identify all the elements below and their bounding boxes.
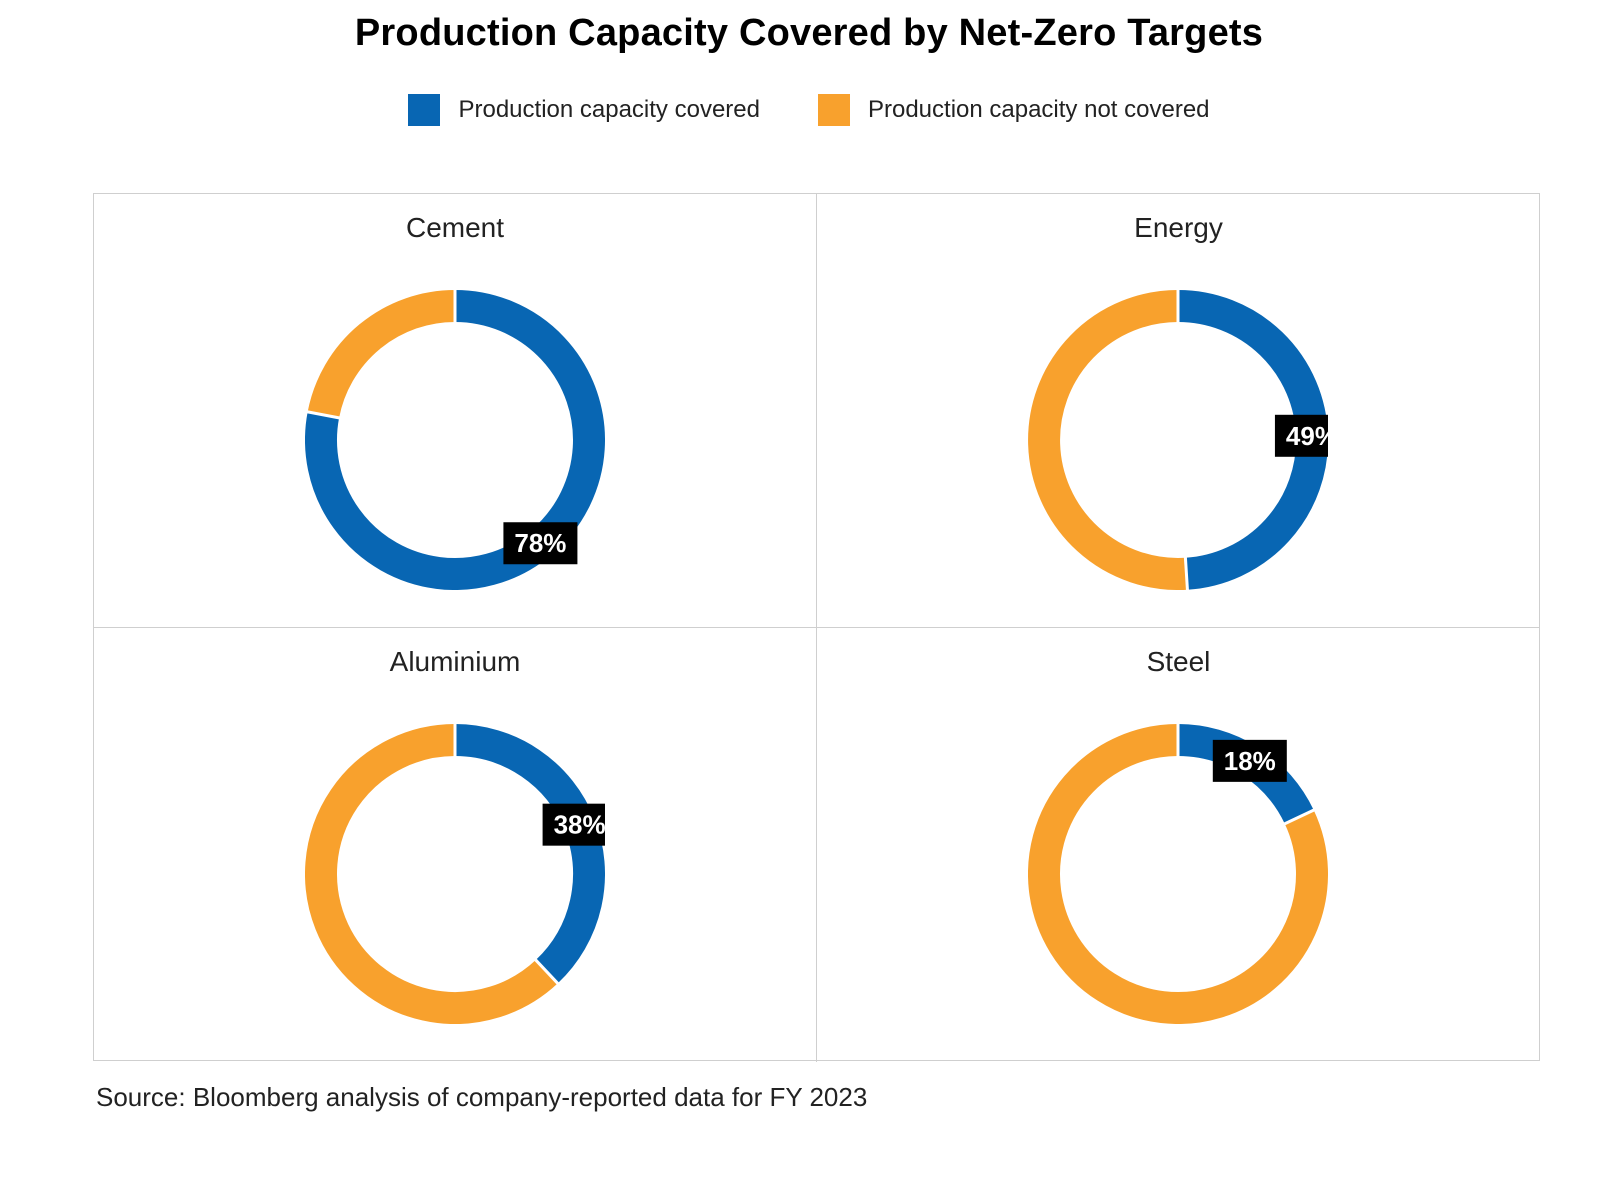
panel-title-aluminium: Aluminium (389, 646, 521, 677)
slice-separator-cement-1 (305, 410, 342, 420)
slice-cement-not-covered (307, 290, 456, 419)
panel-title-steel: Steel (1146, 646, 1211, 677)
panel-title-cement: Cement (405, 212, 505, 243)
donut-chart-energy: 49% (1028, 290, 1328, 590)
data-label-cement: 78% (503, 522, 578, 565)
legend-item-not-covered: Production capacity not covered (817, 94, 1210, 126)
data-label-energy: 49% (1274, 414, 1328, 457)
donut-chart-steel: 18% (1028, 724, 1328, 1024)
slice-energy-not-covered (1028, 290, 1188, 590)
data-label-text-steel: 18% (1224, 746, 1276, 776)
data-label-aluminium: 38% (542, 803, 605, 846)
panel-aluminium: Aluminium 38% (94, 628, 817, 1062)
panel-energy: Energy 49% (817, 194, 1540, 628)
source-note: Source: Bloomberg analysis of company-re… (96, 1082, 868, 1112)
legend: Production capacity covered Production c… (0, 94, 1618, 126)
legend-swatch-covered (408, 94, 441, 126)
legend-label-not-covered: Production capacity not covered (867, 96, 1210, 123)
panel-title-energy: Energy (1134, 212, 1223, 243)
slice-aluminium-not-covered (305, 724, 558, 1024)
data-label-steel: 18% (1212, 739, 1287, 782)
slice-separator-energy-1 (1183, 555, 1189, 590)
legend-label-covered: Production capacity covered (458, 96, 760, 123)
legend-swatch-not-covered (817, 94, 850, 126)
legend-item-covered: Production capacity covered (408, 94, 760, 126)
slice-aluminium-covered (454, 724, 605, 984)
chart-panel-grid: Cement 78% Energy 49% Aluminium 38% Stee… (93, 193, 1540, 1062)
data-label-box-energy (1274, 414, 1328, 457)
data-label-box-steel (1212, 739, 1287, 782)
donut-chart-aluminium: 38% (305, 724, 605, 1024)
data-label-box-aluminium (542, 803, 605, 846)
slice-separator-aluminium-1 (533, 957, 561, 986)
panel-steel: Steel 18% (817, 628, 1540, 1062)
donut-chart-cement: 78% (305, 290, 605, 590)
data-label-box-cement (503, 522, 578, 565)
data-label-text-aluminium: 38% (554, 810, 605, 840)
data-label-text-cement: 78% (514, 528, 566, 558)
slice-steel-not-covered (1028, 724, 1328, 1024)
slice-separator-steel-1 (1282, 807, 1317, 826)
data-label-text-energy: 49% (1286, 421, 1328, 451)
panel-cement: Cement 78% (94, 194, 817, 628)
chart-title: Production Capacity Covered by Net-Zero … (354, 12, 1264, 54)
